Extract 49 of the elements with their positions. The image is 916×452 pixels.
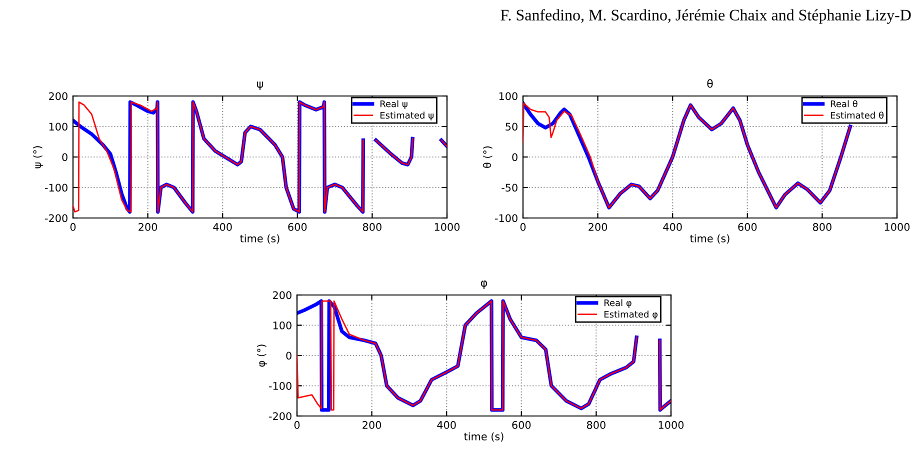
- x-tick-label: 200: [588, 223, 608, 231]
- y-tick-label: -100: [269, 382, 292, 390]
- legend-label: Estimated φ: [604, 310, 658, 320]
- x-tick-label: 400: [437, 421, 456, 429]
- chart-title: ψ: [256, 82, 264, 90]
- legend-label: Real φ: [604, 299, 632, 308]
- y-tick-label: -50: [502, 184, 518, 192]
- text: F. Sanfedino, M. Scardino, Jérémie Chaix and Stéphanie Lizy-D: [500, 9, 911, 24]
- legend-label: Real ψ: [380, 100, 408, 109]
- chart-title: θ: [707, 79, 713, 88]
- x-tick-label: 400: [213, 223, 232, 231]
- x-axis-title: time (s): [240, 234, 280, 244]
- x-tick-label: 1000: [434, 223, 460, 231]
- legend-label: Estimated θ: [830, 112, 884, 119]
- y-tick-label: -200: [269, 412, 292, 420]
- x-tick-label: 1000: [658, 421, 684, 429]
- y-tick-label: -100: [495, 214, 518, 222]
- y-tick-label: 0: [286, 352, 292, 360]
- x-tick-label: 1000: [884, 223, 910, 231]
- x-tick-label: 0: [520, 223, 526, 231]
- x-tick-label: 800: [362, 223, 382, 231]
- x-tick-label: 600: [738, 223, 757, 231]
- legend-label: Real θ: [830, 100, 858, 108]
- x-tick-label: 800: [586, 421, 606, 429]
- y-tick-label: 0: [62, 153, 68, 162]
- y-tick-label: -100: [45, 184, 68, 192]
- x-tick-label: 0: [294, 421, 300, 429]
- y-axis-title: θ (°): [482, 146, 492, 168]
- y-axis-title: φ (°): [257, 344, 268, 367]
- y-tick-label: 200: [49, 92, 68, 100]
- x-tick-label: 600: [512, 421, 531, 429]
- x-tick-label: 200: [362, 421, 382, 429]
- y-tick-label: 200: [273, 291, 292, 300]
- chart-title: φ: [480, 280, 488, 289]
- y-tick-label: 100: [49, 122, 68, 131]
- y-tick-label: 0: [512, 153, 518, 162]
- x-tick-label: 800: [812, 223, 832, 231]
- x-tick-label: 600: [288, 223, 307, 231]
- y-tick-label: 100: [273, 321, 292, 330]
- legend-label: Estimated ψ: [380, 112, 434, 120]
- y-tick-label: 100: [499, 92, 518, 100]
- x-tick-label: 400: [663, 223, 682, 231]
- x-tick-label: 0: [70, 223, 76, 231]
- x-axis-title: time (s): [690, 234, 730, 244]
- x-tick-label: 200: [138, 223, 158, 231]
- x-axis-title: time (s): [464, 432, 504, 442]
- y-tick-label: -200: [45, 214, 68, 222]
- y-axis-title: ψ (°): [33, 146, 44, 168]
- y-tick-label: 50: [506, 122, 518, 131]
